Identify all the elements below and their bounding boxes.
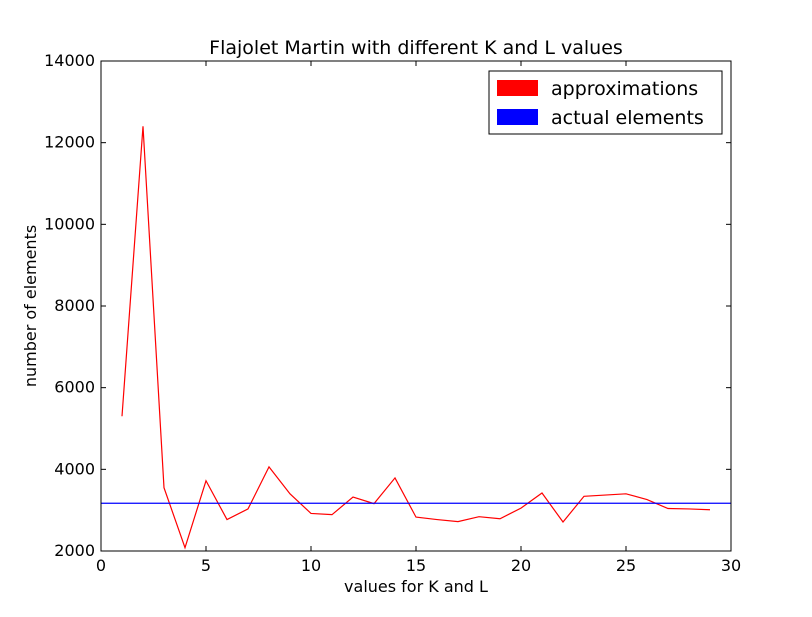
y-tick-label: 6000	[54, 378, 95, 397]
plot-area: 0 5 10 15 20 25 30 2000 4000 6000 8000 10000 12000 14…	[44, 51, 741, 575]
y-tick-label: 12000	[44, 133, 95, 152]
y-tick-label: 8000	[54, 296, 95, 315]
legend-label: actual elements	[551, 107, 704, 129]
x-tick-label: 10	[301, 556, 321, 575]
y-tick-label: 14000	[44, 51, 95, 70]
x-tick-label: 0	[96, 556, 106, 575]
series-approximations-line	[121, 126, 711, 550]
y-tick-label: 4000	[54, 459, 95, 478]
legend: approximations actual elements	[488, 70, 723, 135]
legend-swatch	[497, 80, 538, 96]
x-tick-label: 25	[616, 556, 636, 575]
y-tick-label: 10000	[44, 214, 95, 233]
x-tick-label: 20	[511, 556, 531, 575]
y-axis-label: number of elements	[21, 225, 40, 387]
y-tick-label: 2000	[54, 541, 95, 560]
chart-title: Flajolet Martin with different K and L v…	[209, 37, 623, 59]
x-tick-label: 30	[721, 556, 741, 575]
legend-swatch	[497, 109, 538, 125]
x-tick-label: 5	[201, 556, 211, 575]
x-axis-label: values for K and L	[344, 577, 488, 596]
x-tick-label: 15	[406, 556, 426, 575]
legend-label: approximations	[551, 78, 698, 100]
